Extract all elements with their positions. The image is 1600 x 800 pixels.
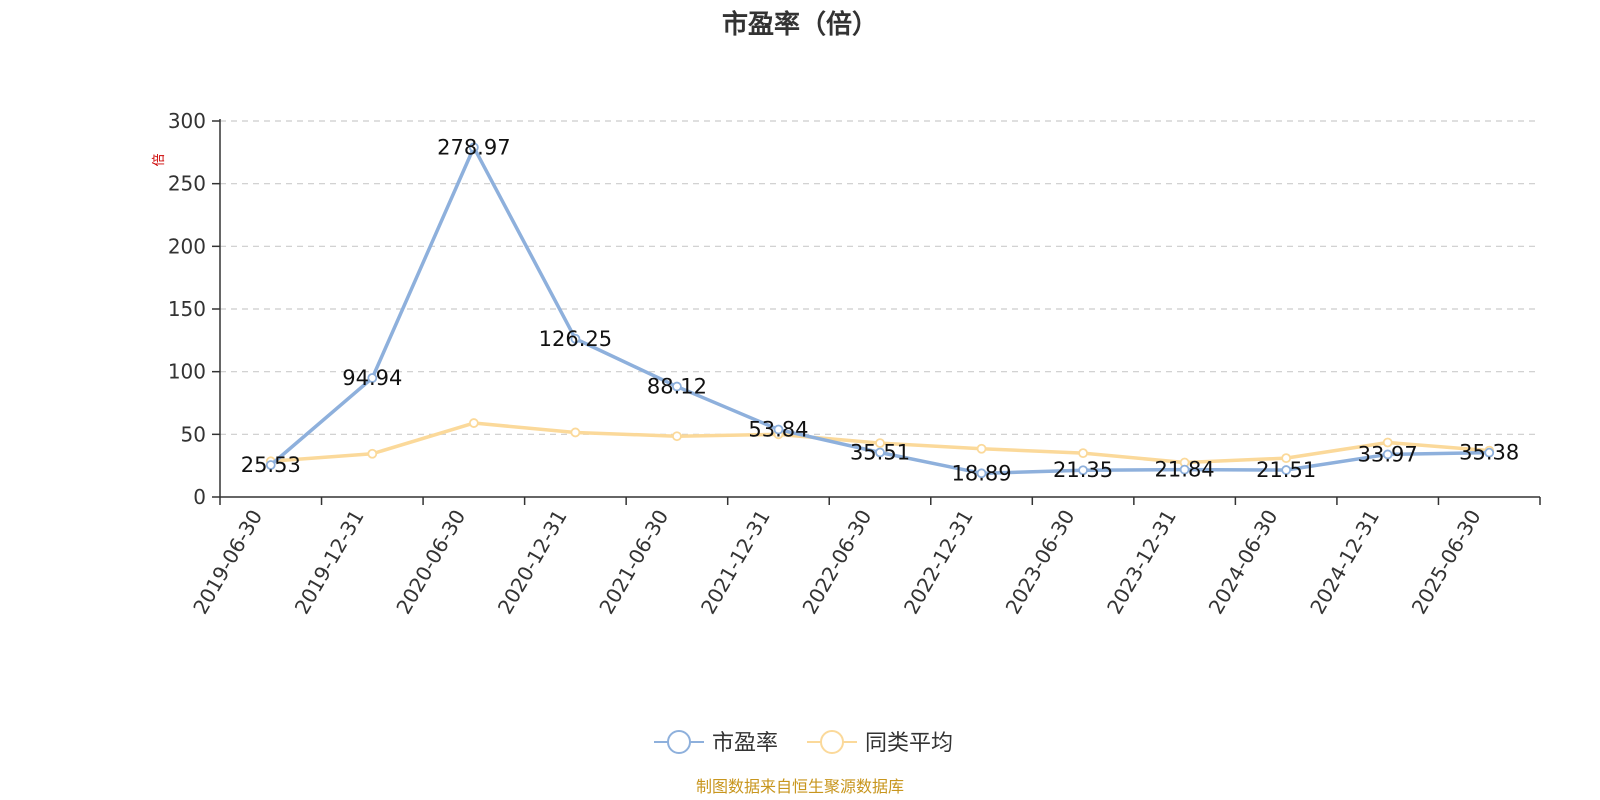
data-label: 94.94 xyxy=(342,366,402,390)
data-label: 278.97 xyxy=(437,135,510,159)
x-tick-label: 2019-12-31 xyxy=(290,506,369,619)
y-tick-label: 100 xyxy=(168,360,206,384)
data-point xyxy=(976,443,987,454)
data-point xyxy=(875,438,885,449)
data-label: 33.97 xyxy=(1358,442,1418,466)
data-point xyxy=(570,333,581,344)
y-tick-labels: 0 50 100 150 200 250 300 xyxy=(168,109,206,509)
x-tick-label: 2020-06-30 xyxy=(391,506,470,619)
y-tick-label: 150 xyxy=(168,297,206,321)
x-tick-label: 2021-06-30 xyxy=(594,506,673,619)
data-label: 35.51 xyxy=(850,440,910,464)
data-point xyxy=(1179,464,1190,475)
x-tick-label: 2019-06-30 xyxy=(188,506,267,619)
x-tick-label: 2025-06-30 xyxy=(1407,506,1486,619)
data-point xyxy=(1078,448,1088,459)
data-label: 21.51 xyxy=(1256,458,1316,482)
x-tick-label: 2023-06-30 xyxy=(1001,506,1080,619)
source-note: 制图数据来自恒生聚源数据库 xyxy=(696,777,904,796)
data-point xyxy=(1078,465,1088,476)
data-label: 21.35 xyxy=(1053,458,1113,482)
x-tick-label: 2024-06-30 xyxy=(1204,506,1283,619)
y-axis-unit: 倍 xyxy=(152,153,167,166)
data-point xyxy=(875,447,885,458)
legend-item-label: 同类平均 xyxy=(865,731,953,756)
series-lines xyxy=(265,142,1495,479)
data-point xyxy=(1281,453,1292,464)
data-point xyxy=(1382,449,1393,460)
x-tick-label: 2022-12-31 xyxy=(899,506,978,619)
data-label: 35.38 xyxy=(1459,441,1519,465)
data-label: 126.25 xyxy=(539,327,612,351)
y-tick-label: 250 xyxy=(168,172,206,196)
data-point xyxy=(1382,437,1393,448)
legend-item-label: 市盈率 xyxy=(712,731,778,756)
y-tick-label: 50 xyxy=(181,422,206,446)
data-point xyxy=(976,468,987,479)
legend-marker xyxy=(667,730,691,754)
x-tick-label: 2023-12-31 xyxy=(1102,506,1181,619)
data-label: 25.53 xyxy=(241,453,301,477)
data-label: 53.84 xyxy=(748,418,808,442)
data-label: 18.89 xyxy=(951,461,1011,485)
data-point xyxy=(570,427,581,438)
x-tick-label: 2021-12-31 xyxy=(696,506,775,619)
data-point xyxy=(672,431,682,442)
data-point xyxy=(468,418,479,428)
data-point xyxy=(672,381,682,392)
data-label: 21.84 xyxy=(1155,458,1215,482)
data-point xyxy=(367,373,378,383)
data-point xyxy=(1484,447,1495,458)
data-point xyxy=(265,460,276,470)
x-tick-labels: 2019-06-30 2019-12-31 2020-06-30 2020-12-31… xyxy=(188,506,1485,619)
axes xyxy=(219,119,1541,505)
x-tick-label: 2024-12-31 xyxy=(1305,506,1384,619)
y-tick-label: 200 xyxy=(168,234,206,258)
y-tick-label: 0 xyxy=(193,485,206,509)
data-point xyxy=(773,424,784,435)
data-point xyxy=(1281,465,1292,475)
x-tick-label: 2022-06-30 xyxy=(797,506,876,619)
data-label: 88.12 xyxy=(647,375,707,399)
data-point xyxy=(468,142,479,153)
chart-title: 市盈率（倍） xyxy=(722,9,878,40)
data-point xyxy=(367,448,378,459)
legend[interactable]: 市盈率 同类平均 xyxy=(654,730,953,756)
x-tick-label: 2020-12-31 xyxy=(493,506,572,619)
series-line xyxy=(269,145,1490,476)
data-labels: 25.53 94.94 278.97 126.25 88.12 53.84 35.51 18.… xyxy=(241,135,1520,485)
y-tick-label: 300 xyxy=(168,109,206,133)
legend-marker xyxy=(820,730,844,754)
